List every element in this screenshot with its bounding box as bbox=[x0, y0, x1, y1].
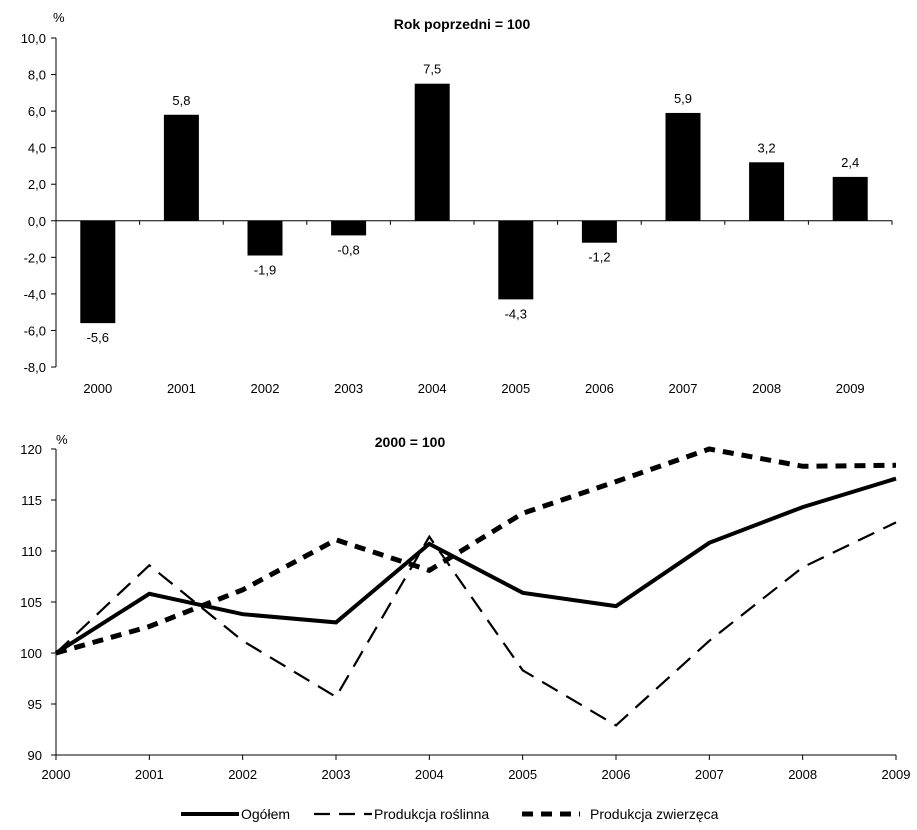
bar-data-label: 3,2 bbox=[758, 140, 776, 155]
bar-data-label: -1,2 bbox=[588, 250, 610, 265]
legend-label-produkcja-zwierzeca: Produkcja zwierzęca bbox=[590, 806, 719, 822]
line-y-tick-label: 115 bbox=[21, 493, 42, 508]
bar-2005 bbox=[498, 220, 534, 300]
line-x-tick-label: 2007 bbox=[695, 767, 724, 782]
line-x-tick-label: 2000 bbox=[42, 767, 71, 782]
bar-x-axis: 2000 2001 2002 2003 2004 2005 2006 2007 2008 2009 bbox=[55, 220, 893, 396]
line-x-axis: 2000 2001 2002 2003 2004 2005 2006 2007 2008 2009 bbox=[42, 754, 911, 782]
bar-2006 bbox=[581, 220, 617, 243]
line-y-tick-label: 95 bbox=[28, 697, 42, 712]
bar-series bbox=[80, 83, 868, 324]
bar-data-label: 2,4 bbox=[841, 155, 859, 170]
bar-y-tick-label: -2,0 bbox=[24, 250, 46, 265]
bar-x-tick-label: 2001 bbox=[167, 381, 196, 396]
bar-x-tick-label: 2006 bbox=[585, 381, 614, 396]
legend-item-produkcja-zwierzeca: Produkcja zwierzęca bbox=[522, 806, 719, 822]
line-x-tick-label: 2006 bbox=[602, 767, 631, 782]
bar-2009 bbox=[832, 176, 868, 221]
bar-x-tick-label: 2000 bbox=[83, 381, 112, 396]
line-series-short-dash bbox=[55, 446, 897, 656]
bar-y-axis: 10,0 8,0 6,0 4,0 2,0 0,0 -2,0 -4,0 -6,0 -8,0 bbox=[21, 31, 57, 375]
bar-chart: % Rok poprzedni = 100 10,0 8,0 6,0 4,0 2,0 0,… bbox=[21, 10, 893, 396]
bar-x-tick-label: 2005 bbox=[501, 381, 530, 396]
bar-y-tick-label: 8,0 bbox=[28, 68, 46, 83]
line-series-group bbox=[54, 446, 897, 727]
bar-data-label: -4,3 bbox=[505, 306, 527, 321]
bar-data-label: -1,9 bbox=[254, 263, 276, 278]
bar-y-tick-label: 6,0 bbox=[28, 104, 46, 119]
bar-2002 bbox=[247, 220, 283, 256]
legend-label-ogolem: Ogółem bbox=[241, 806, 290, 822]
bar-x-tick-label: 2004 bbox=[418, 381, 447, 396]
bar-2003 bbox=[331, 220, 367, 236]
bar-2001 bbox=[163, 114, 199, 221]
bar-2004 bbox=[414, 83, 450, 221]
bar-data-label: 5,8 bbox=[172, 93, 190, 108]
legend: Ogółem Produkcja roślinna Produkcja zwie… bbox=[181, 806, 719, 822]
bar-x-tick-label: 2008 bbox=[752, 381, 781, 396]
bar-y-tick-label: 10,0 bbox=[21, 31, 46, 46]
line-chart-unit: % bbox=[56, 432, 68, 447]
bar-x-tick-label: 2007 bbox=[669, 381, 698, 396]
legend-item-ogolem: Ogółem bbox=[181, 806, 290, 822]
bar-chart-unit: % bbox=[53, 10, 65, 25]
bar-2007 bbox=[665, 112, 701, 221]
line-y-tick-label: 110 bbox=[21, 544, 42, 559]
bar-y-tick-label: -4,0 bbox=[24, 287, 46, 302]
line-x-tick-label: 2008 bbox=[788, 767, 817, 782]
bar-data-label: 7,5 bbox=[423, 62, 441, 77]
bar-data-label: -5,6 bbox=[87, 330, 109, 345]
bar-x-tick-label: 2003 bbox=[334, 381, 363, 396]
line-x-tick-label: 2001 bbox=[135, 767, 164, 782]
bar-x-tick-label: 2009 bbox=[836, 381, 865, 396]
bar-chart-title: Rok poprzedni = 100 bbox=[394, 16, 531, 32]
line-y-tick-label: 100 bbox=[20, 646, 42, 661]
bar-y-tick-label: -6,0 bbox=[24, 323, 46, 338]
bar-data-label: -0,8 bbox=[337, 242, 359, 257]
line-x-tick-label: 2009 bbox=[882, 767, 911, 782]
bar-data-labels: -5,6 5,8 -1,9 -0,8 7,5 -4,3 -1,2 5,9 3,2 2,4 bbox=[87, 62, 860, 345]
bar-data-label: 5,9 bbox=[674, 91, 692, 106]
line-x-tick-label: 2003 bbox=[322, 767, 351, 782]
line-chart-title: 2000 = 100 bbox=[375, 434, 446, 450]
legend-item-produkcja-roslinna: Produkcja roślinna bbox=[314, 806, 489, 822]
bar-x-tick-label: 2002 bbox=[251, 381, 280, 396]
bar-y-tick-label: -8,0 bbox=[24, 360, 46, 375]
legend-label-produkcja-roslinna: Produkcja roślinna bbox=[374, 806, 489, 822]
line-y-tick-label: 120 bbox=[20, 442, 42, 457]
line-y-tick-label: 105 bbox=[20, 595, 42, 610]
bar-y-tick-label: 2,0 bbox=[28, 177, 46, 192]
line-y-tick-label: 90 bbox=[28, 748, 42, 763]
bar-y-tick-label: 0,0 bbox=[28, 214, 46, 229]
line-series-solid bbox=[54, 476, 897, 655]
bar-2000 bbox=[80, 220, 116, 324]
line-x-tick-label: 2005 bbox=[508, 767, 537, 782]
bar-y-tick-label: 4,0 bbox=[28, 141, 46, 156]
line-x-tick-label: 2002 bbox=[228, 767, 257, 782]
line-y-axis: 120 115 110 105 100 95 90 bbox=[20, 442, 57, 763]
bar-2008 bbox=[749, 162, 785, 221]
line-series-long-dash bbox=[55, 521, 897, 727]
line-x-tick-label: 2004 bbox=[415, 767, 444, 782]
